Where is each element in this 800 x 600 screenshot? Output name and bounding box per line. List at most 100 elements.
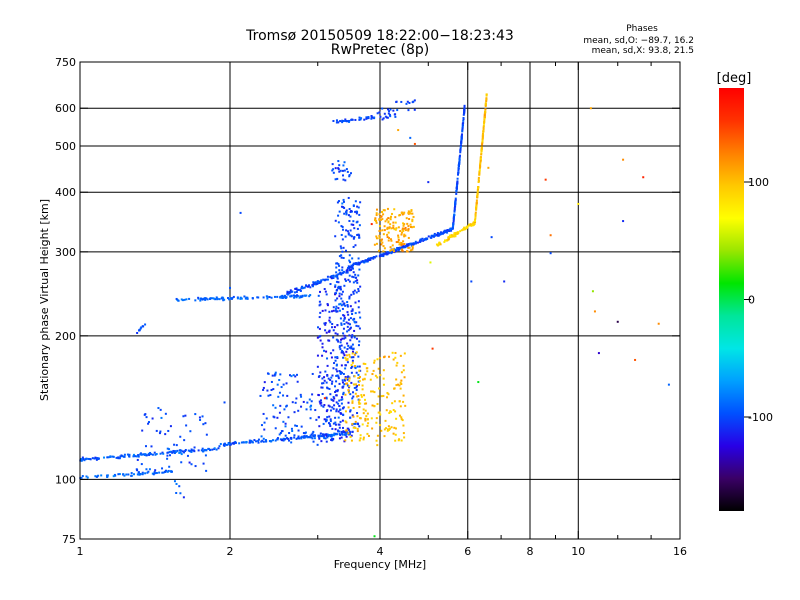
echo-point bbox=[364, 417, 367, 420]
echo-point bbox=[328, 310, 331, 313]
echo-point bbox=[292, 294, 295, 297]
echo-point bbox=[403, 376, 406, 379]
echo-point bbox=[143, 413, 146, 416]
echo-point bbox=[432, 235, 435, 238]
echo-point bbox=[270, 296, 273, 299]
echo-point bbox=[123, 474, 126, 477]
echo-point bbox=[380, 429, 383, 432]
echo-point bbox=[284, 425, 287, 428]
echo-point bbox=[301, 294, 304, 297]
echo-point bbox=[140, 326, 143, 329]
echo-point bbox=[389, 238, 392, 241]
echo-point bbox=[395, 417, 398, 420]
echo-point bbox=[329, 393, 332, 396]
echo-point bbox=[245, 296, 248, 299]
x-tick-label: 2 bbox=[227, 545, 234, 558]
echo-point bbox=[347, 329, 350, 332]
echo-point bbox=[340, 430, 343, 433]
echo-point bbox=[145, 454, 148, 457]
echo-point bbox=[280, 386, 283, 389]
echo-point bbox=[479, 162, 482, 165]
echo-point bbox=[170, 450, 173, 453]
echo-point bbox=[337, 167, 340, 170]
echo-point bbox=[356, 220, 359, 223]
echo-point bbox=[406, 244, 409, 247]
echo-point bbox=[346, 330, 349, 333]
echo-point bbox=[117, 456, 120, 459]
echo-point bbox=[451, 227, 454, 230]
echo-point bbox=[370, 117, 373, 120]
echo-point bbox=[324, 370, 327, 373]
echo-point bbox=[344, 393, 347, 396]
echo-point bbox=[155, 453, 158, 456]
echo-point bbox=[411, 245, 414, 248]
echo-point bbox=[403, 235, 406, 238]
echo-point bbox=[300, 436, 303, 439]
echo-point bbox=[363, 377, 366, 380]
echo-point bbox=[122, 455, 125, 458]
echo-point bbox=[330, 356, 333, 359]
echo-point bbox=[404, 404, 407, 407]
echo-point bbox=[402, 400, 405, 403]
echo-point bbox=[294, 424, 297, 427]
echo-point bbox=[173, 443, 176, 446]
echo-point bbox=[293, 296, 296, 299]
echo-point bbox=[269, 394, 272, 397]
echo-point bbox=[349, 416, 352, 419]
echo-point bbox=[155, 429, 158, 432]
echo-point bbox=[388, 226, 391, 229]
echo-point bbox=[324, 309, 327, 312]
echo-point bbox=[341, 269, 344, 272]
echo-point bbox=[387, 239, 390, 242]
echo-point bbox=[398, 243, 401, 246]
echo-point bbox=[132, 453, 135, 456]
echo-point bbox=[381, 229, 384, 232]
echo-point bbox=[335, 374, 338, 377]
y-axis-label: Stationary phase Virtual Height [km] bbox=[38, 199, 51, 401]
echo-point bbox=[151, 417, 154, 420]
echo-point bbox=[458, 161, 461, 164]
echo-point bbox=[347, 391, 350, 394]
echo-point bbox=[123, 453, 126, 456]
echo-point bbox=[386, 226, 389, 229]
echo-point bbox=[147, 452, 150, 455]
echo-point bbox=[130, 472, 133, 475]
echo-point bbox=[464, 228, 467, 231]
echo-point bbox=[284, 422, 287, 425]
echo-point bbox=[323, 437, 326, 440]
echo-point bbox=[339, 412, 342, 415]
echo-point bbox=[478, 169, 481, 172]
echo-point bbox=[358, 118, 361, 121]
echo-point bbox=[332, 399, 335, 402]
echo-point bbox=[276, 383, 279, 386]
echo-point bbox=[85, 475, 88, 478]
echo-point bbox=[310, 433, 313, 436]
echo-point bbox=[318, 304, 321, 307]
echo-point bbox=[343, 284, 346, 287]
echo-point bbox=[229, 442, 232, 445]
echo-point bbox=[331, 275, 334, 278]
echo-point bbox=[354, 244, 357, 247]
echo-point bbox=[136, 473, 139, 476]
echo-point bbox=[367, 116, 370, 119]
echo-point bbox=[405, 217, 408, 220]
echo-point bbox=[427, 235, 430, 238]
echo-point bbox=[354, 280, 357, 283]
echo-point bbox=[211, 448, 214, 451]
echo-point bbox=[400, 246, 403, 249]
echo-point bbox=[398, 438, 401, 441]
echo-point bbox=[352, 204, 355, 207]
echo-point bbox=[305, 294, 308, 297]
echo-point bbox=[312, 281, 315, 284]
echo-point bbox=[375, 212, 378, 215]
echo-point bbox=[409, 249, 412, 252]
echo-point bbox=[402, 240, 405, 243]
echo-point bbox=[282, 296, 285, 299]
echo-point bbox=[447, 229, 450, 232]
echo-point bbox=[168, 465, 171, 468]
echo-point bbox=[374, 374, 377, 377]
echo-point bbox=[358, 365, 361, 368]
echo-point bbox=[221, 296, 224, 299]
echo-point bbox=[440, 231, 443, 234]
echo-point bbox=[372, 257, 375, 260]
